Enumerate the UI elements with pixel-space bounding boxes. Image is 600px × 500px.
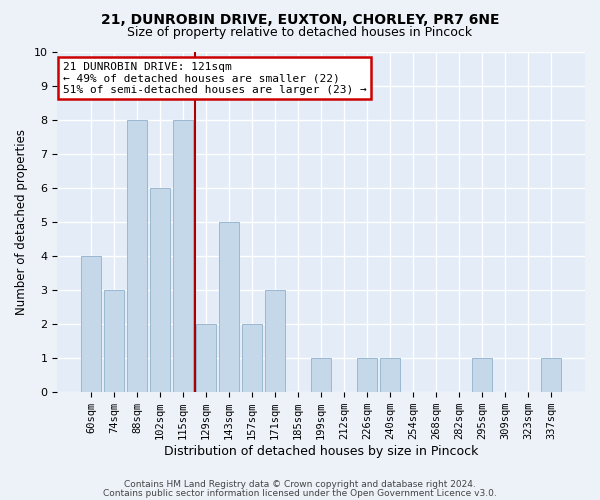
Text: Size of property relative to detached houses in Pincock: Size of property relative to detached ho… — [127, 26, 473, 39]
Bar — [242, 324, 262, 392]
Bar — [173, 120, 193, 392]
Text: Contains HM Land Registry data © Crown copyright and database right 2024.: Contains HM Land Registry data © Crown c… — [124, 480, 476, 489]
Bar — [380, 358, 400, 392]
Bar — [265, 290, 285, 392]
Text: 21, DUNROBIN DRIVE, EUXTON, CHORLEY, PR7 6NE: 21, DUNROBIN DRIVE, EUXTON, CHORLEY, PR7… — [101, 12, 499, 26]
Text: 21 DUNROBIN DRIVE: 121sqm
← 49% of detached houses are smaller (22)
51% of semi-: 21 DUNROBIN DRIVE: 121sqm ← 49% of detac… — [62, 62, 367, 95]
Y-axis label: Number of detached properties: Number of detached properties — [15, 128, 28, 314]
Bar — [127, 120, 147, 392]
Bar — [104, 290, 124, 392]
Bar — [541, 358, 561, 392]
Bar — [358, 358, 377, 392]
Bar — [150, 188, 170, 392]
Text: Contains public sector information licensed under the Open Government Licence v3: Contains public sector information licen… — [103, 489, 497, 498]
Bar — [472, 358, 492, 392]
Bar — [311, 358, 331, 392]
X-axis label: Distribution of detached houses by size in Pincock: Distribution of detached houses by size … — [164, 444, 478, 458]
Bar — [196, 324, 216, 392]
Bar — [220, 222, 239, 392]
Bar — [81, 256, 101, 392]
